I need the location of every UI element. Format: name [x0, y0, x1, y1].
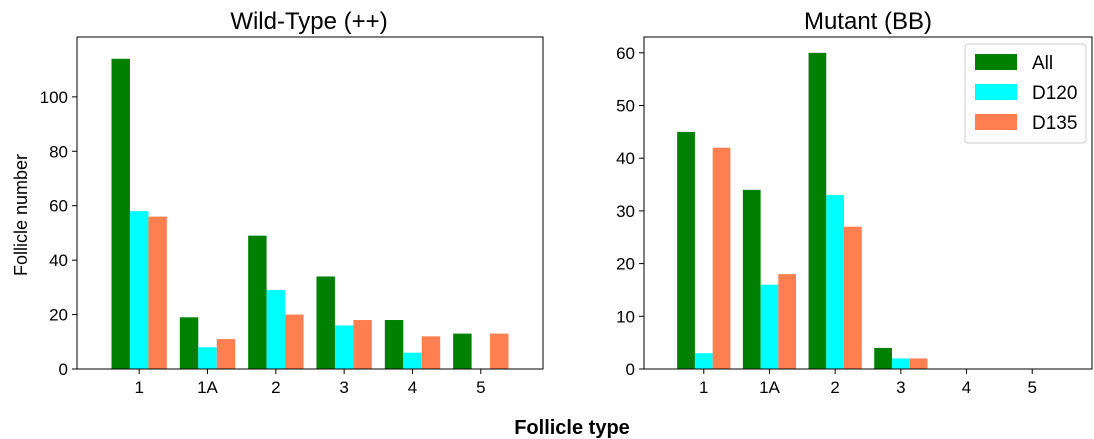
chart-title: Wild-Type (++) — [230, 8, 387, 35]
ticks: 1 1A 2 3 4 5 0 20 40 60 80 100 — [40, 88, 486, 397]
y-tick-label: 10 — [616, 307, 635, 326]
chart-title: Mutant (BB) — [804, 8, 932, 35]
y-tick-label: 40 — [49, 251, 68, 270]
bar-d120-1a — [760, 284, 779, 369]
legend-label-d135: D135 — [1032, 113, 1077, 134]
y-tick-label: 80 — [49, 142, 68, 161]
x-tick-label: 3 — [896, 378, 905, 397]
y-tick-label: 0 — [59, 360, 68, 379]
y-tick-label: 0 — [626, 360, 635, 379]
bar-d135-2 — [844, 226, 862, 369]
bar-all-4 — [384, 320, 404, 369]
y-tick-label: 50 — [616, 97, 635, 116]
y-tick-label: 100 — [40, 88, 68, 107]
x-tick-label: 2 — [271, 378, 280, 397]
x-tick-label: 1 — [699, 378, 708, 397]
y-tick-label: 60 — [49, 197, 68, 216]
bar-d135-3 — [353, 320, 372, 369]
y-tick-label: 60 — [616, 44, 635, 63]
y-tick-label: 20 — [49, 306, 68, 325]
bars — [677, 52, 928, 370]
x-tick-label: 1A — [197, 378, 218, 397]
bar-all-3 — [316, 276, 335, 369]
bar-all-1a — [742, 189, 761, 369]
legend-swatch-d135 — [975, 114, 1017, 130]
bar-d135-3 — [909, 358, 928, 369]
bar-d135-1a — [778, 274, 797, 369]
bar-d120-4 — [403, 352, 422, 369]
legend: All D120 D135 — [964, 43, 1087, 144]
bar-all-5 — [453, 333, 472, 369]
bar-d120-2 — [826, 195, 845, 369]
bar-d135-2 — [285, 314, 304, 369]
shared-x-axis-label: Follicle type — [514, 417, 630, 439]
y-axis-label: Follicle number — [11, 154, 31, 276]
x-tick-label: 1A — [759, 378, 780, 397]
x-tick-label: 5 — [476, 378, 485, 397]
x-tick-label: 2 — [830, 378, 839, 397]
x-tick-label: 1 — [134, 378, 143, 397]
legend-label-d120: D120 — [1032, 83, 1077, 104]
bar-d135-1 — [712, 147, 731, 369]
bar-d120-1 — [129, 211, 149, 369]
bar-all-2 — [808, 52, 827, 370]
x-tick-label: 3 — [339, 378, 348, 397]
bar-d120-3 — [334, 325, 354, 369]
bar-d135-1a — [216, 339, 236, 369]
bar-d120-1a — [198, 347, 217, 369]
y-tick-label: 20 — [616, 255, 635, 274]
bar-d135-5 — [490, 333, 509, 369]
y-tick-label: 30 — [616, 202, 635, 221]
bar-all-2 — [248, 235, 267, 369]
bar-d120-3 — [891, 358, 910, 369]
legend-swatch-d120 — [975, 84, 1017, 100]
bars — [111, 58, 509, 370]
bar-d120-1 — [694, 353, 713, 369]
y-tick-label: 40 — [616, 149, 635, 168]
x-tick-label: 5 — [1027, 378, 1036, 397]
bar-all-1 — [677, 131, 695, 369]
plot-frame — [643, 36, 1093, 370]
bar-all-1 — [111, 58, 130, 370]
bar-all-3 — [874, 347, 892, 369]
x-tick-label: 4 — [408, 378, 417, 397]
panel-wild-type: Wild-Type (++) Follicle number 1 1A 2 3 4 5 0 2… — [11, 8, 544, 397]
x-tick-label: 4 — [962, 378, 971, 397]
bar-d120-2 — [266, 290, 286, 369]
legend-label-all: All — [1032, 53, 1053, 74]
bar-d135-4 — [421, 336, 441, 369]
legend-swatch-all — [975, 54, 1017, 70]
plot-frame — [76, 36, 544, 370]
bar-d135-1 — [148, 216, 167, 369]
bar-all-1a — [179, 317, 199, 369]
